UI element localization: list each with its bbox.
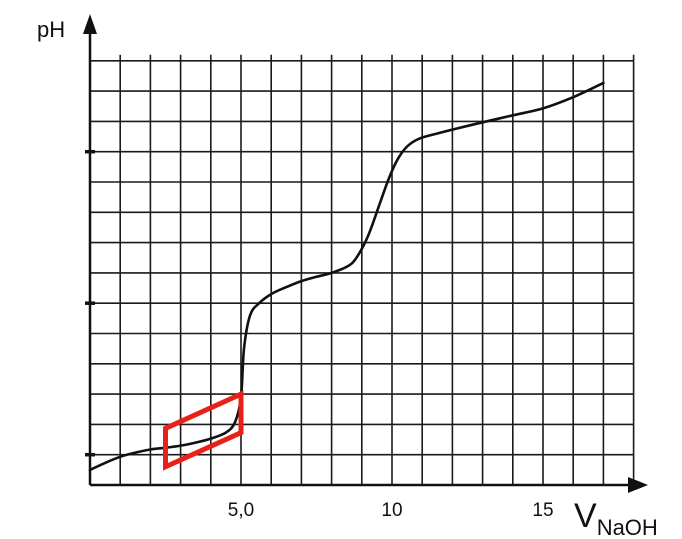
y-major-ticks: [85, 149, 95, 457]
highlight-parallelogram: [163, 390, 244, 471]
x-tick-label: 5,0: [228, 500, 254, 521]
x-tick-labels: 5,0 10 15: [228, 500, 554, 521]
y-axis-label: pH: [37, 17, 65, 42]
axes: [83, 14, 648, 493]
x-axis-arrow: [628, 477, 648, 493]
x-axis-label-sub: NaOH: [597, 515, 658, 539]
x-axis-label: VNaOH: [574, 497, 658, 539]
titration-curve: [88, 81, 605, 472]
x-axis-label-main: V: [574, 497, 597, 535]
x-tick-label: 15: [532, 500, 553, 521]
grid: [90, 54, 635, 485]
series-layer: [88, 81, 605, 472]
highlight-layer: [163, 390, 244, 471]
x-tick-label: 10: [381, 500, 402, 521]
y-axis-arrow: [83, 14, 97, 34]
